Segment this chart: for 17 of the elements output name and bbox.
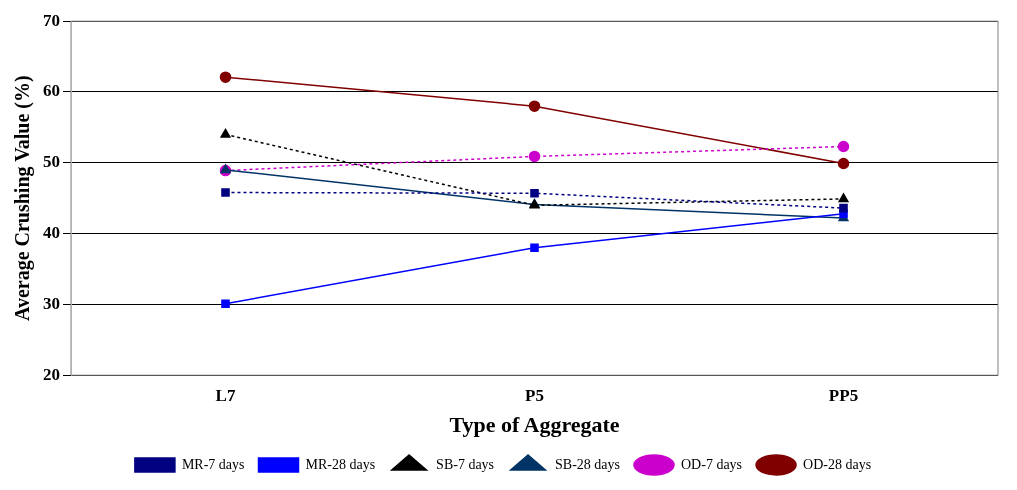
legend-label: SB-7 days [436, 456, 495, 472]
legend-label: OD-7 days [681, 456, 743, 472]
legend-label: MR-7 days [181, 456, 245, 472]
x-axis-title: Type of Aggregate [449, 412, 620, 438]
y-tick-label: 70 [43, 10, 60, 30]
y-tick-label: 20 [43, 364, 60, 384]
x-tick-label: PP5 [828, 385, 859, 405]
y-tick-label: 40 [43, 222, 60, 242]
legend-label: SB-28 days [555, 456, 621, 472]
y-tick-label: 50 [43, 152, 60, 172]
legend-label: OD-28 days [803, 456, 872, 472]
x-tick-label: L7 [215, 385, 236, 405]
y-tick-label: 60 [43, 81, 60, 101]
y-tick-label: 30 [43, 293, 60, 313]
legend-label: MR-28 days [305, 456, 376, 472]
y-axis-title: Average Crushing Value (%) [11, 75, 35, 322]
x-tick-label: P5 [525, 385, 544, 405]
